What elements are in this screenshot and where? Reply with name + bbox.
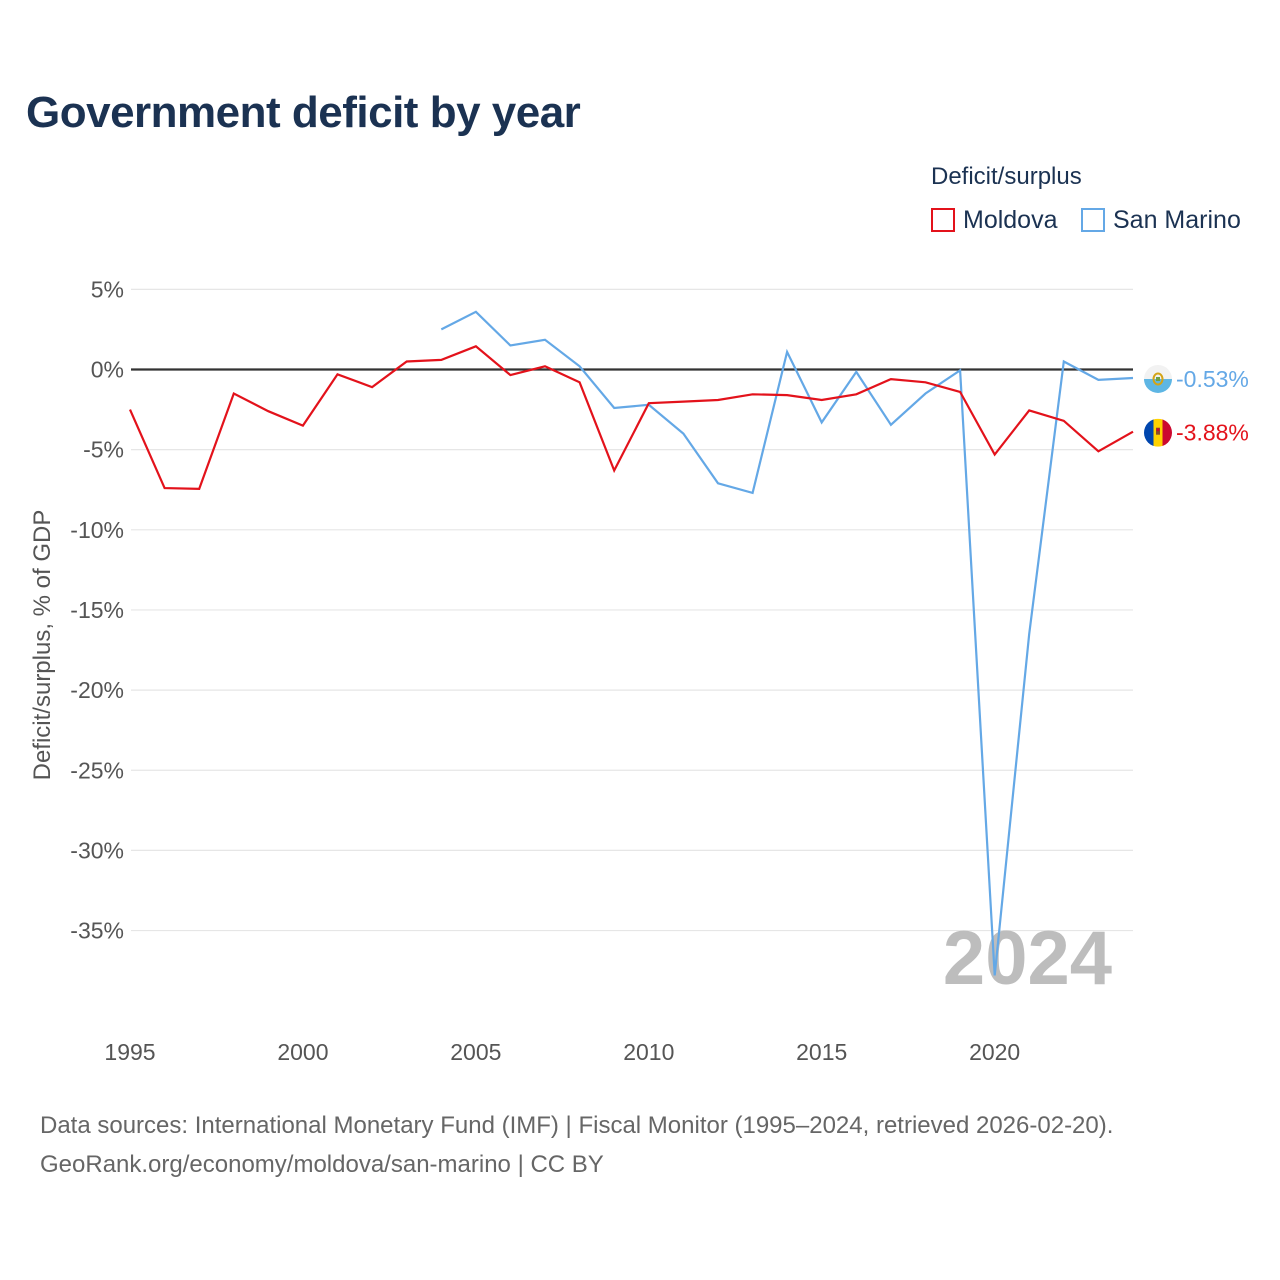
chart-title: Government deficit by year <box>26 88 581 137</box>
y-axis-ticks: 5% 0% -5% -10% -15% -20% -25% -30% -35% <box>70 276 124 943</box>
y-tick-label: -15% <box>70 597 124 623</box>
legend-swatch-moldova <box>931 208 955 232</box>
moldova-end-value-label: -3.88% <box>1176 420 1249 446</box>
gridlines <box>131 288 1133 932</box>
series-line-san-marino <box>440 310 1134 976</box>
moldova-flag-icon <box>1144 418 1172 447</box>
y-tick-label: -25% <box>70 757 124 783</box>
legend-item-moldova[interactable]: Moldova <box>931 205 1058 235</box>
line-chart: 5% 0% -5% -10% -15% -20% -25% -30% -35% 1995 2000… <box>29 276 1249 1065</box>
y-tick-label: -35% <box>70 918 124 944</box>
x-tick-label: 1995 <box>104 1039 155 1065</box>
san-marino-end-value-label: -0.53% <box>1176 366 1249 392</box>
x-axis-ticks: 1995 2000 2005 2010 2015 2020 <box>104 1039 1020 1065</box>
x-tick-label: 2000 <box>277 1039 328 1065</box>
y-tick-label: 0% <box>91 357 124 383</box>
series-lines <box>128 310 1134 976</box>
chart-footer: Data sources: International Monetary Fun… <box>40 1106 1113 1184</box>
y-axis-title: Deficit/surplus, % of GDP <box>29 510 56 781</box>
x-tick-label: 2015 <box>796 1039 847 1065</box>
legend-label-san-marino: San Marino <box>1113 205 1241 234</box>
legend-item-san-marino[interactable]: San Marino <box>1081 205 1241 235</box>
y-tick-label: -30% <box>70 837 124 863</box>
x-tick-label: 2005 <box>450 1039 501 1065</box>
x-tick-label: 2010 <box>623 1039 674 1065</box>
y-tick-label: -5% <box>83 437 124 463</box>
y-tick-label: 5% <box>91 276 124 302</box>
y-tick-label: -20% <box>70 677 124 703</box>
y-tick-label: -10% <box>70 517 124 543</box>
current-year-watermark: 2024 <box>943 916 1112 1001</box>
legend-title: Deficit/surplus <box>931 163 1082 190</box>
series-line-moldova <box>128 345 1134 491</box>
legend-swatch-san-marino <box>1081 208 1105 232</box>
legend-label-moldova: Moldova <box>963 205 1058 234</box>
attribution-text: GeoRank.org/economy/moldova/san-marino |… <box>40 1151 604 1178</box>
x-tick-label: 2020 <box>969 1039 1020 1065</box>
san-marino-flag-icon <box>1144 364 1172 393</box>
data-sources-text: Data sources: International Monetary Fun… <box>40 1112 1114 1139</box>
